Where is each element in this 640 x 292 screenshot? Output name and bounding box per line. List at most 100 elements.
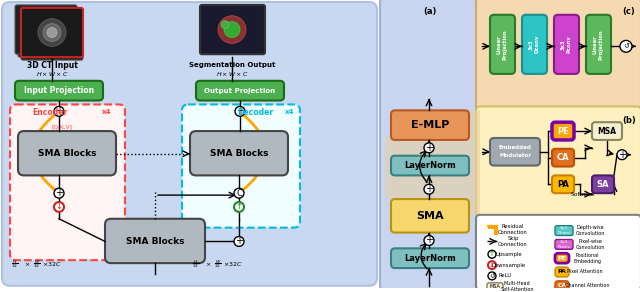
Text: $H \times W \times C$: $H \times W \times C$ bbox=[216, 70, 248, 78]
FancyBboxPatch shape bbox=[391, 110, 469, 140]
Text: 3x3
Dconv: 3x3 Dconv bbox=[557, 226, 571, 235]
Circle shape bbox=[224, 22, 240, 37]
Circle shape bbox=[234, 188, 244, 198]
Text: ↑: ↑ bbox=[489, 251, 495, 257]
Text: Pixel-wise
Convolution: Pixel-wise Convolution bbox=[575, 239, 605, 250]
Text: Upsample: Upsample bbox=[496, 252, 522, 257]
FancyBboxPatch shape bbox=[200, 5, 265, 54]
Text: +: + bbox=[55, 106, 63, 116]
Text: PA: PA bbox=[557, 270, 566, 274]
FancyBboxPatch shape bbox=[190, 131, 288, 175]
Circle shape bbox=[54, 202, 64, 212]
FancyBboxPatch shape bbox=[15, 81, 103, 100]
FancyBboxPatch shape bbox=[555, 226, 573, 236]
FancyBboxPatch shape bbox=[592, 175, 614, 193]
FancyBboxPatch shape bbox=[391, 248, 469, 268]
Text: C: C bbox=[236, 189, 242, 198]
Text: Positional
Embedding: Positional Embedding bbox=[573, 253, 601, 264]
Circle shape bbox=[234, 202, 244, 212]
Text: $\frac{H}{32}$: $\frac{H}{32}$ bbox=[12, 258, 19, 270]
Text: MSA: MSA bbox=[598, 126, 616, 135]
Circle shape bbox=[235, 106, 245, 116]
FancyBboxPatch shape bbox=[555, 239, 573, 249]
FancyBboxPatch shape bbox=[490, 15, 515, 74]
Text: Pixel Attention: Pixel Attention bbox=[567, 270, 603, 274]
Text: ↓: ↓ bbox=[56, 202, 63, 211]
Text: Downsample: Downsample bbox=[492, 263, 526, 267]
Text: $\frac{W}{32}$: $\frac{W}{32}$ bbox=[33, 258, 41, 270]
Text: 3x3
Pconv: 3x3 Pconv bbox=[561, 35, 572, 53]
FancyBboxPatch shape bbox=[18, 8, 80, 57]
Text: Skip
Connection: Skip Connection bbox=[498, 236, 528, 247]
FancyBboxPatch shape bbox=[555, 281, 569, 291]
Text: ↺: ↺ bbox=[623, 43, 629, 49]
FancyBboxPatch shape bbox=[552, 149, 574, 166]
Text: Embedded: Embedded bbox=[499, 145, 531, 150]
FancyBboxPatch shape bbox=[476, 0, 640, 112]
Text: MSA: MSA bbox=[490, 284, 500, 289]
FancyBboxPatch shape bbox=[476, 106, 640, 221]
FancyBboxPatch shape bbox=[105, 219, 205, 263]
Text: CA: CA bbox=[557, 283, 566, 288]
Text: CA: CA bbox=[557, 153, 570, 162]
Text: +: + bbox=[425, 235, 433, 246]
Text: Modulator: Modulator bbox=[499, 153, 531, 158]
Text: +: + bbox=[55, 188, 63, 198]
Circle shape bbox=[47, 27, 57, 37]
Text: Output Projection: Output Projection bbox=[204, 88, 276, 94]
Text: +: + bbox=[236, 106, 244, 116]
Text: Decoder: Decoder bbox=[237, 108, 273, 117]
FancyBboxPatch shape bbox=[21, 8, 83, 57]
Text: $\times 32C$: $\times 32C$ bbox=[223, 260, 243, 268]
Text: SMA Blocks: SMA Blocks bbox=[38, 149, 96, 158]
FancyBboxPatch shape bbox=[15, 5, 77, 54]
Text: ReLU: ReLU bbox=[499, 273, 511, 279]
FancyBboxPatch shape bbox=[552, 175, 574, 193]
FancyBboxPatch shape bbox=[380, 0, 482, 291]
Text: +: + bbox=[425, 143, 433, 153]
Text: PE: PE bbox=[557, 126, 569, 135]
Text: Multi-Head
Self-Attention: Multi-Head Self-Attention bbox=[500, 281, 534, 292]
Text: +: + bbox=[618, 150, 626, 160]
Text: SMA: SMA bbox=[416, 211, 444, 221]
FancyBboxPatch shape bbox=[182, 105, 300, 228]
Circle shape bbox=[424, 184, 434, 194]
Text: Segmentation Output: Segmentation Output bbox=[189, 62, 275, 68]
Circle shape bbox=[488, 272, 496, 280]
Text: Input Projection: Input Projection bbox=[24, 86, 94, 95]
FancyBboxPatch shape bbox=[555, 253, 569, 263]
Text: Softmax: Softmax bbox=[571, 192, 595, 197]
FancyBboxPatch shape bbox=[555, 267, 569, 277]
FancyBboxPatch shape bbox=[391, 156, 469, 175]
Circle shape bbox=[43, 24, 61, 41]
Text: SMA Blocks: SMA Blocks bbox=[125, 237, 184, 246]
Circle shape bbox=[38, 19, 66, 46]
Circle shape bbox=[221, 21, 229, 29]
Text: +: + bbox=[425, 184, 433, 194]
Text: PE: PE bbox=[557, 256, 566, 261]
Text: (b): (b) bbox=[622, 116, 636, 125]
Text: Depth-wise
Convolution: Depth-wise Convolution bbox=[575, 225, 605, 236]
Circle shape bbox=[424, 236, 434, 245]
Text: (c): (c) bbox=[623, 7, 636, 16]
Text: Linear
Projection: Linear Projection bbox=[593, 29, 604, 60]
Text: Residual
Connection: Residual Connection bbox=[498, 224, 528, 235]
Text: (a): (a) bbox=[423, 7, 436, 16]
FancyBboxPatch shape bbox=[490, 138, 540, 166]
Text: +: + bbox=[235, 237, 243, 246]
Circle shape bbox=[54, 188, 64, 198]
Circle shape bbox=[54, 106, 64, 116]
Circle shape bbox=[620, 40, 632, 52]
Text: Linear
Projection: Linear Projection bbox=[497, 29, 508, 60]
FancyBboxPatch shape bbox=[552, 122, 574, 140]
Text: E-MLP: E-MLP bbox=[411, 120, 449, 130]
Text: $\times 32C$: $\times 32C$ bbox=[42, 260, 62, 268]
Text: ↺: ↺ bbox=[489, 273, 495, 279]
Text: Encoder: Encoder bbox=[33, 108, 68, 117]
FancyBboxPatch shape bbox=[586, 15, 611, 74]
Circle shape bbox=[488, 250, 496, 258]
Text: $\times$: $\times$ bbox=[24, 260, 30, 268]
Text: LayerNorm: LayerNorm bbox=[404, 161, 456, 170]
Circle shape bbox=[424, 143, 434, 153]
FancyBboxPatch shape bbox=[487, 283, 503, 290]
